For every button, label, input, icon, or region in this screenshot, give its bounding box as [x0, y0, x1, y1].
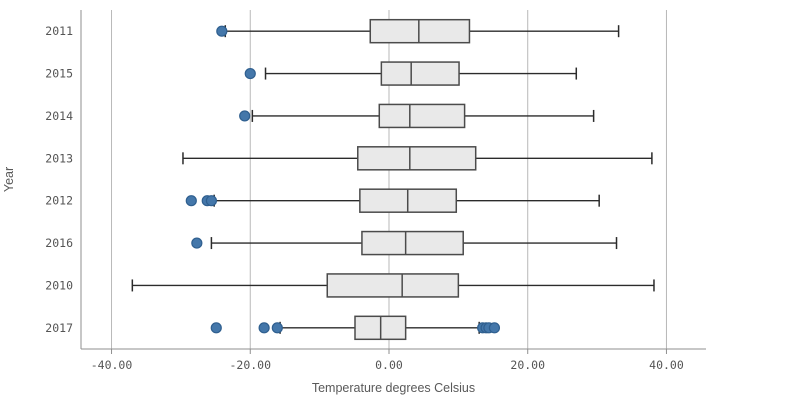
- x-axis-title: Temperature degrees Celsius: [312, 381, 475, 395]
- outlier-dot-2017[interactable]: [258, 322, 270, 334]
- y-tick-label-2011[interactable]: 2011: [45, 24, 73, 38]
- box-2016[interactable]: [361, 230, 464, 256]
- x-tick-label: -20.00: [229, 358, 271, 372]
- y-tick-label-2013[interactable]: 2013: [45, 151, 73, 165]
- x-tick-label: 40.00: [649, 358, 684, 372]
- y-tick-label-2017[interactable]: 2017: [45, 321, 73, 335]
- y-tick-label-2014[interactable]: 2014: [45, 109, 73, 123]
- x-tick-label: -40.00: [91, 358, 133, 372]
- outlier-dot-2016[interactable]: [191, 237, 203, 249]
- y-tick-label-2016[interactable]: 2016: [45, 236, 73, 250]
- outlier-dot-2017[interactable]: [488, 322, 501, 334]
- box-2010[interactable]: [326, 273, 460, 298]
- y-tick-label-2010[interactable]: 2010: [45, 278, 73, 292]
- box-2013[interactable]: [357, 146, 477, 171]
- y-tick-label-2012[interactable]: 2012: [45, 194, 73, 208]
- y-tick-label-2015[interactable]: 2015: [45, 67, 73, 81]
- outlier-dot-2017[interactable]: [271, 322, 283, 334]
- box-2011[interactable]: [369, 18, 471, 44]
- outlier-dot-2017[interactable]: [210, 322, 222, 334]
- outlier-dot-2014[interactable]: [239, 110, 251, 122]
- box-2014[interactable]: [378, 103, 466, 129]
- x-tick-label: 20.00: [510, 358, 545, 372]
- outlier-dot-2012[interactable]: [205, 195, 218, 207]
- y-axis-title: Year: [2, 167, 16, 192]
- x-tick-label: 0.00: [375, 358, 403, 372]
- outlier-dot-2012[interactable]: [185, 195, 197, 207]
- outlier-dot-2015[interactable]: [244, 67, 256, 80]
- box-2015[interactable]: [380, 61, 460, 86]
- outlier-dot-2011[interactable]: [216, 25, 228, 37]
